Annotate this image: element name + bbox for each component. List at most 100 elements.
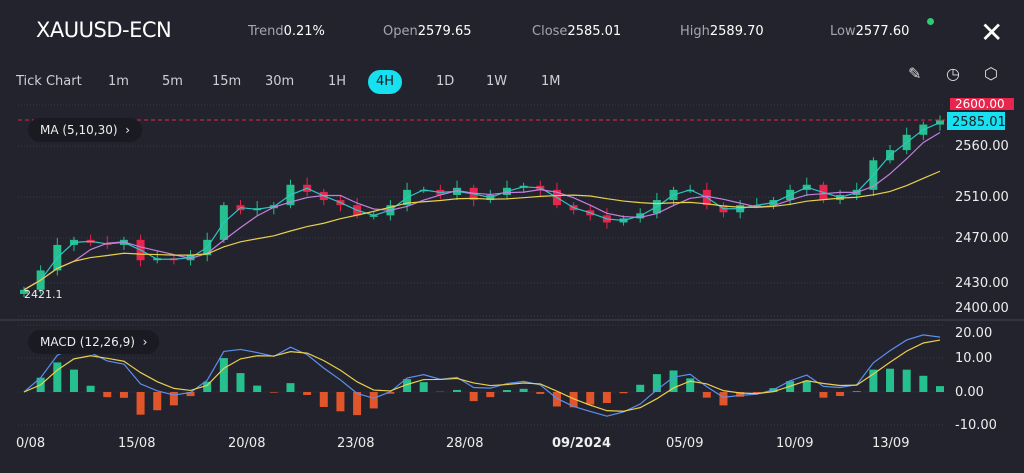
macd-histogram-bar <box>802 380 811 392</box>
tab-30m[interactable]: 30m <box>265 74 295 89</box>
price-tick-label: 2560.00 <box>955 139 1009 154</box>
ma5-line <box>23 121 941 291</box>
price-tick-label: 2400.00 <box>955 301 1009 316</box>
stat-high: High2589.70 <box>680 24 764 39</box>
macd-histogram-bar <box>586 392 595 405</box>
x-axis-label: 28/08 <box>446 436 483 451</box>
x-axis-label: 15/08 <box>118 436 155 451</box>
x-axis-label: 05/09 <box>666 436 703 451</box>
stat-value: 2577.60 <box>855 24 910 39</box>
chevron-right-icon: › <box>125 123 130 137</box>
macd-histogram-bar <box>736 392 745 397</box>
macd-histogram-bar <box>869 369 878 392</box>
macd-histogram-bar <box>852 391 861 392</box>
macd-histogram-bar <box>136 392 145 415</box>
macd-histogram-bar <box>919 375 928 392</box>
close-icon[interactable]: ✕ <box>980 16 1004 49</box>
stat-close: Close2585.01 <box>532 24 621 39</box>
macd-histogram-bar <box>319 392 328 407</box>
tab-1m[interactable]: 1m <box>108 74 129 89</box>
x-axis-label: 20/08 <box>228 436 265 451</box>
macd-histogram-bar <box>386 392 395 394</box>
macd-tick-label: 20.00 <box>955 326 992 341</box>
macd-histogram-bar <box>486 392 495 398</box>
macd-histogram-bar <box>153 392 162 411</box>
current-price-tag <box>947 112 1005 130</box>
stat-low: Low2577.60 <box>830 24 909 39</box>
tab-5m[interactable]: 5m <box>162 74 183 89</box>
x-axis-label: 13/09 <box>872 436 909 451</box>
macd-histogram-bar <box>453 389 462 392</box>
macd-histogram-bar <box>502 390 511 392</box>
macd-histogram-bar <box>636 384 645 392</box>
macd-histogram-bar <box>752 392 761 394</box>
low-marker-label: 2421.1 <box>24 288 63 301</box>
macd-histogram-bar <box>369 392 378 409</box>
timer-icon[interactable]: ◷ <box>946 64 960 83</box>
macd-histogram-bar <box>236 373 245 392</box>
macd-histogram-bar <box>819 392 828 398</box>
stat-trend: Trend0.21% <box>248 24 325 39</box>
macd-histogram-bar <box>203 381 212 392</box>
price-tick-label: 2470.00 <box>955 231 1009 246</box>
macd-histogram-bar <box>119 392 128 398</box>
x-axis-label: 23/08 <box>337 436 374 451</box>
tab-4h[interactable]: 4H <box>368 70 403 94</box>
x-axis-label: 0/08 <box>16 436 45 451</box>
candle-body <box>369 215 378 217</box>
stat-key: Open <box>383 24 418 39</box>
macd-histogram-bar <box>519 388 528 392</box>
stat-key: Close <box>532 24 568 39</box>
settings-icon[interactable]: ⬡ <box>984 64 998 83</box>
stat-value: 2579.65 <box>417 24 472 39</box>
tab-tick-chart[interactable]: Tick Chart <box>16 74 82 89</box>
macd-histogram-bar <box>86 385 95 392</box>
draw-icon[interactable]: ✎ <box>908 64 922 83</box>
candle-body <box>419 189 428 192</box>
macd-histogram-bar <box>652 374 661 392</box>
top-price-tag <box>950 98 1014 110</box>
header: XAUUSD-ECN Trend0.21% Open2579.65 Close258… <box>0 16 1024 49</box>
macd-tick-label: 10.00 <box>955 351 992 366</box>
tab-1m[interactable]: 1M <box>541 74 561 89</box>
stat-key: Low <box>830 24 856 39</box>
macd-histogram-bar <box>686 378 695 392</box>
stat-value: 0.21% <box>283 24 325 39</box>
macd-dif-line <box>23 334 941 417</box>
candle-body <box>752 205 761 207</box>
macd-histogram-bar <box>619 392 628 394</box>
stat-open: Open2579.65 <box>383 24 472 39</box>
macd-histogram-bar <box>69 369 78 392</box>
macd-histogram-bar <box>702 392 711 398</box>
x-axis-label: 09/2024 <box>552 436 611 451</box>
macd-histogram-bar <box>303 392 312 396</box>
macd-histogram-bar <box>336 392 345 412</box>
macd-indicator-button[interactable]: MACD (12,26,9) › <box>28 330 160 354</box>
price-tick-label: 2510.00 <box>955 190 1009 205</box>
macd-histogram-bar <box>353 392 362 416</box>
tab-1h[interactable]: 1H <box>328 74 347 89</box>
macd-histogram-bar <box>53 362 62 392</box>
ma10-line <box>23 131 941 291</box>
tab-15m[interactable]: 15m <box>212 74 242 89</box>
macd-histogram-bar <box>836 392 845 397</box>
macd-histogram-bar <box>886 368 895 392</box>
macd-histogram-bar <box>219 358 228 392</box>
macd-histogram-bar <box>902 369 911 392</box>
macd-histogram-bar <box>103 392 112 398</box>
macd-histogram-bar <box>403 379 412 392</box>
tab-1w[interactable]: 1W <box>486 74 508 89</box>
price-tick-label: 2430.00 <box>955 276 1009 291</box>
macd-histogram-bar <box>186 392 195 397</box>
ma-label: MA (5,10,30) <box>40 123 118 137</box>
stat-key: High <box>680 24 710 39</box>
macd-histogram-bar <box>552 392 561 407</box>
candle-body <box>686 189 695 192</box>
macd-histogram-bar <box>569 392 578 408</box>
ma-indicator-button[interactable]: MA (5,10,30) › <box>28 118 142 142</box>
macd-tick-label: -10.00 <box>955 418 997 433</box>
tab-1d[interactable]: 1D <box>436 74 455 89</box>
current-price-label: 2585.01 <box>952 115 1006 130</box>
macd-histogram-bar <box>469 392 478 402</box>
